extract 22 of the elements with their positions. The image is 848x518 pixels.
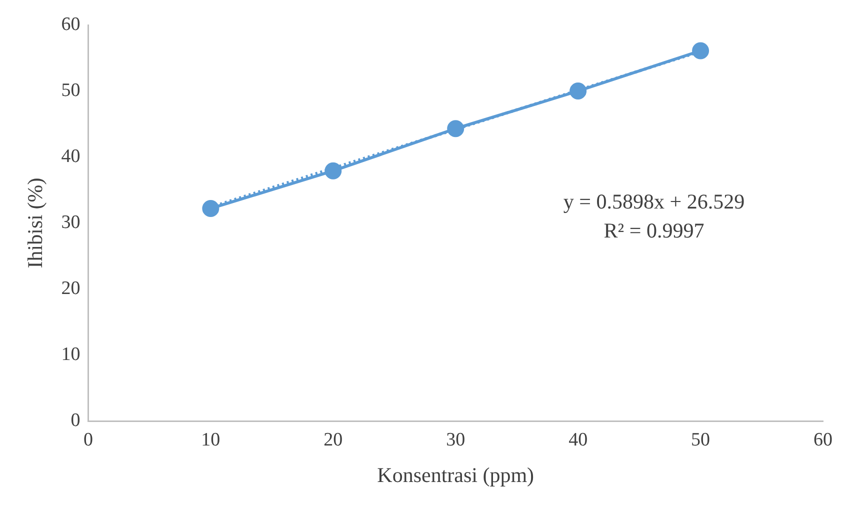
x-tick-label: 40 <box>568 429 588 450</box>
y-tick-label: 0 <box>70 410 80 431</box>
y-tick-label: 10 <box>61 344 80 365</box>
annotation: y = 0.5898x + 26.529 <box>563 190 745 214</box>
point <box>324 162 342 180</box>
y-tick-label: 20 <box>61 278 80 299</box>
x-axis-title: Konsentrasi (ppm) <box>377 462 534 487</box>
x-tick-label: 60 <box>814 429 832 450</box>
x-tick-label: 50 <box>691 429 710 450</box>
x-tick-label: 10 <box>201 429 220 450</box>
y-tick-label: 30 <box>61 212 80 233</box>
point <box>202 200 220 217</box>
x-tick-label: 30 <box>446 429 466 450</box>
y-tick-label: 60 <box>61 14 80 35</box>
point <box>570 82 587 100</box>
x-tick-label: 20 <box>324 429 343 450</box>
point <box>447 120 464 138</box>
y-axis-title: Ihibisi (%) <box>23 178 48 268</box>
annotation: R² = 0.9997 <box>604 218 704 243</box>
point <box>692 42 710 60</box>
y-tick-label: 50 <box>61 80 80 101</box>
y-tick-label: 40 <box>61 146 80 167</box>
